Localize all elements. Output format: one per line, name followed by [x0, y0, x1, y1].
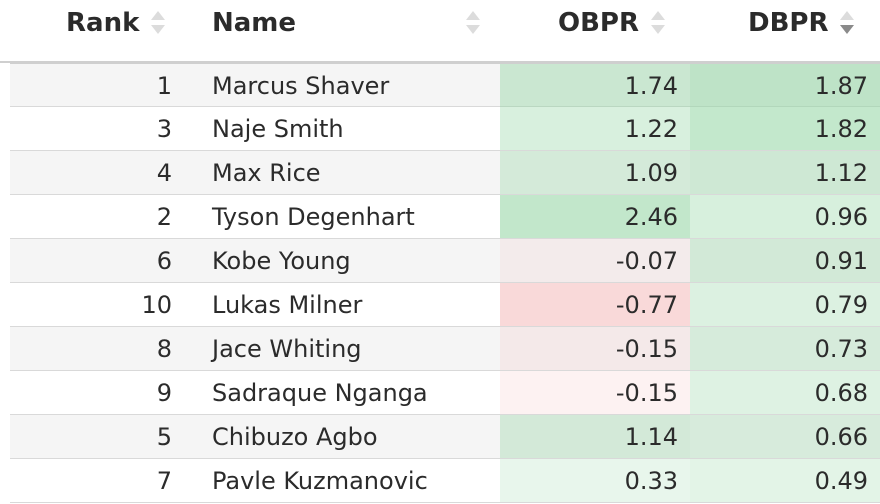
table-header: Rank Name OBPR DBPR	[0, 0, 880, 63]
sort-icon[interactable]	[651, 8, 665, 38]
player-name-cell: Pavle Kuzmanovic	[212, 466, 428, 495]
player-name-cell: Kobe Young	[212, 246, 351, 275]
table-row: 1 Marcus Shaver 1.74 1.87	[10, 63, 880, 107]
player-name-cell: Sadraque Nganga	[212, 378, 428, 407]
dbpr-cell: 1.12	[690, 151, 880, 194]
rank-cell: 5	[156, 422, 172, 451]
table-row: 8 Jace Whiting -0.15 0.73	[10, 327, 880, 371]
dbpr-cell: 0.79	[690, 283, 880, 326]
dbpr-cell: 0.96	[690, 195, 880, 238]
player-name-cell: Naje Smith	[212, 114, 344, 143]
rank-cell: 3	[156, 114, 172, 143]
rank-cell: 1	[156, 71, 172, 100]
table-body: 1 Marcus Shaver 1.74 1.87 3 Naje Smith 1.22 1.8…	[0, 63, 880, 503]
column-header-name-label: Name	[212, 8, 297, 38]
dbpr-cell: 0.91	[690, 239, 880, 282]
dbpr-cell: 0.68	[690, 371, 880, 414]
sort-descending-icon[interactable]	[840, 8, 855, 38]
obpr-cell: 1.14	[500, 415, 690, 458]
sort-icon[interactable]	[466, 8, 480, 38]
rank-cell: 8	[156, 334, 172, 363]
column-header-name[interactable]: Name	[212, 0, 480, 46]
rank-cell: 9	[156, 378, 172, 407]
table-row: 4 Max Rice 1.09 1.12	[10, 151, 880, 195]
table-row: 10 Lukas Milner -0.77 0.79	[10, 283, 880, 327]
dbpr-cell: 1.87	[690, 64, 880, 107]
table-row: 6 Kobe Young -0.07 0.91	[10, 239, 880, 283]
dbpr-cell: 0.73	[690, 327, 880, 370]
table-row: 9 Sadraque Nganga -0.15 0.68	[10, 371, 880, 415]
player-name-cell: Tyson Degenhart	[212, 202, 415, 231]
column-header-rank[interactable]: Rank	[66, 0, 166, 46]
player-name-cell: Marcus Shaver	[212, 71, 390, 100]
table-row: 3 Naje Smith 1.22 1.82	[10, 107, 880, 151]
player-name-cell: Max Rice	[212, 158, 321, 187]
player-name-cell: Jace Whiting	[212, 334, 362, 363]
dbpr-cell: 0.49	[690, 459, 880, 502]
dbpr-cell: 1.82	[690, 107, 880, 150]
table-row: 7 Pavle Kuzmanovic 0.33 0.49	[10, 459, 880, 503]
obpr-cell: -0.07	[500, 239, 690, 282]
column-header-obpr[interactable]: OBPR	[558, 0, 665, 46]
table-row: 2 Tyson Degenhart 2.46 0.96	[10, 195, 880, 239]
obpr-cell: 2.46	[500, 195, 690, 238]
rank-cell: 2	[156, 202, 172, 231]
rank-cell: 7	[156, 466, 172, 495]
sort-icon[interactable]	[151, 8, 166, 38]
rank-cell: 4	[156, 158, 172, 187]
obpr-cell: 0.33	[500, 459, 690, 502]
table-row: 5 Chibuzo Agbo 1.14 0.66	[10, 415, 880, 459]
column-header-dbpr[interactable]: DBPR	[748, 0, 855, 46]
obpr-cell: -0.15	[500, 371, 690, 414]
column-header-dbpr-label: DBPR	[748, 8, 829, 38]
obpr-cell: 1.74	[500, 64, 690, 107]
column-header-obpr-label: OBPR	[558, 8, 639, 38]
player-name-cell: Lukas Milner	[212, 290, 363, 319]
rank-cell: 6	[156, 246, 172, 275]
rank-cell: 10	[141, 290, 172, 319]
obpr-cell: -0.77	[500, 283, 690, 326]
obpr-cell: -0.15	[500, 327, 690, 370]
column-header-rank-label: Rank	[66, 8, 140, 38]
obpr-cell: 1.22	[500, 107, 690, 150]
player-name-cell: Chibuzo Agbo	[212, 422, 378, 451]
obpr-cell: 1.09	[500, 151, 690, 194]
dbpr-cell: 0.66	[690, 415, 880, 458]
